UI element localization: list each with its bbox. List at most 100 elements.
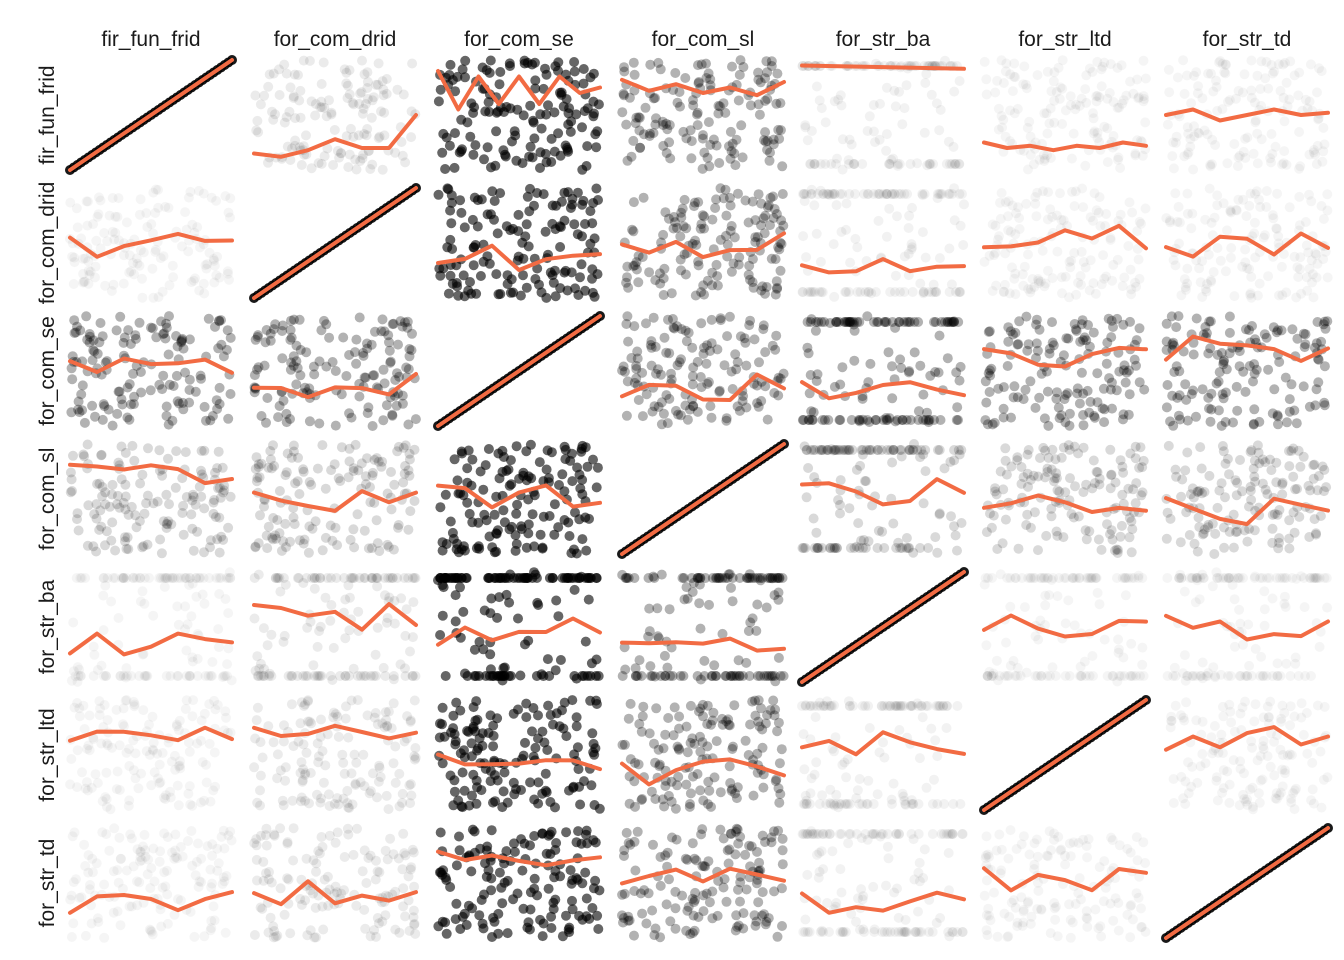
- data-point: [301, 130, 311, 141]
- data-point: [1186, 389, 1197, 400]
- data-point: [653, 364, 663, 375]
- data-point: [816, 287, 827, 297]
- data-point: [835, 499, 845, 510]
- data-point: [861, 445, 872, 455]
- data-point: [909, 439, 919, 449]
- data-point: [449, 775, 460, 786]
- data-point: [209, 260, 220, 271]
- data-point: [393, 520, 404, 530]
- data-point: [358, 350, 369, 361]
- data-point: [501, 589, 512, 600]
- data-point: [852, 242, 863, 253]
- data-point: [511, 539, 522, 549]
- data-point: [1187, 208, 1198, 219]
- data-point: [210, 467, 220, 478]
- data-point: [1003, 225, 1014, 236]
- data-point: [459, 222, 470, 233]
- data-point: [387, 409, 398, 420]
- data-point: [72, 508, 83, 519]
- data-point: [945, 456, 956, 467]
- data-point: [950, 159, 961, 169]
- smooth-line: [68, 58, 234, 172]
- data-point: [857, 159, 868, 169]
- data-point: [806, 445, 817, 455]
- data-point: [1105, 234, 1116, 245]
- data-point: [1259, 586, 1270, 597]
- data-point: [864, 287, 874, 297]
- data-point: [894, 317, 905, 327]
- data-point: [1197, 256, 1208, 267]
- data-point: [1267, 68, 1278, 79]
- data-point: [398, 442, 409, 453]
- smooth-line: [620, 77, 786, 98]
- data-point: [381, 88, 392, 99]
- data-point: [180, 447, 191, 458]
- data-point: [851, 464, 862, 475]
- data-point: [366, 573, 377, 583]
- data-point: [917, 190, 928, 201]
- data-point: [695, 223, 706, 234]
- data-point: [172, 341, 183, 352]
- data-point: [100, 499, 111, 510]
- data-point: [905, 159, 916, 169]
- data-point: [1301, 240, 1312, 251]
- data-point: [877, 526, 888, 537]
- data-point: [553, 522, 564, 533]
- data-point: [126, 266, 137, 277]
- data-point: [521, 542, 532, 553]
- data-point: [1298, 381, 1309, 392]
- data-point: [171, 370, 182, 381]
- data-point: [213, 642, 224, 653]
- data-point: [888, 445, 899, 455]
- data-point: [78, 253, 89, 264]
- data-point: [295, 718, 306, 729]
- data-point: [399, 468, 410, 479]
- data-point: [574, 573, 585, 583]
- data-point: [913, 317, 924, 327]
- data-point: [1117, 489, 1128, 500]
- data-point: [775, 98, 786, 109]
- data-point: [676, 324, 687, 335]
- data-point: [317, 545, 328, 556]
- data-point: [908, 445, 919, 455]
- data-point: [1042, 214, 1053, 225]
- data-point: [842, 445, 853, 455]
- data-point: [1088, 128, 1099, 139]
- data-point: [1211, 378, 1222, 389]
- data-point: [255, 770, 266, 781]
- data-point: [515, 670, 526, 681]
- data-point: [94, 337, 105, 348]
- data-point: [325, 520, 336, 531]
- data-point: [477, 62, 488, 73]
- data-point: [223, 413, 234, 424]
- data-point: [164, 379, 175, 390]
- data-point: [1288, 443, 1299, 454]
- data-point: [760, 136, 771, 147]
- data-point: [1195, 277, 1206, 288]
- row-label-for_com_drid: for_com_drid: [36, 182, 59, 305]
- data-point: [350, 439, 361, 450]
- data-point: [644, 267, 655, 278]
- data-point: [1316, 201, 1327, 211]
- data-point: [872, 317, 883, 327]
- data-point: [1094, 599, 1105, 610]
- data-point: [383, 804, 394, 815]
- data-point: [1047, 317, 1057, 328]
- data-point: [837, 134, 848, 145]
- data-point: [265, 335, 276, 346]
- data-point: [549, 499, 560, 510]
- data-point: [823, 445, 834, 455]
- data-point: [841, 287, 852, 297]
- data-point: [761, 56, 772, 67]
- data-point: [773, 652, 784, 663]
- data-point: [1088, 455, 1099, 466]
- data-point: [78, 449, 89, 460]
- data-point: [1130, 150, 1141, 161]
- data-point: [1051, 210, 1062, 221]
- data-point: [904, 210, 915, 221]
- data-point: [935, 415, 946, 425]
- data-point: [1313, 113, 1324, 124]
- data-point: [288, 92, 299, 103]
- data-point: [885, 287, 896, 297]
- data-point: [724, 311, 735, 322]
